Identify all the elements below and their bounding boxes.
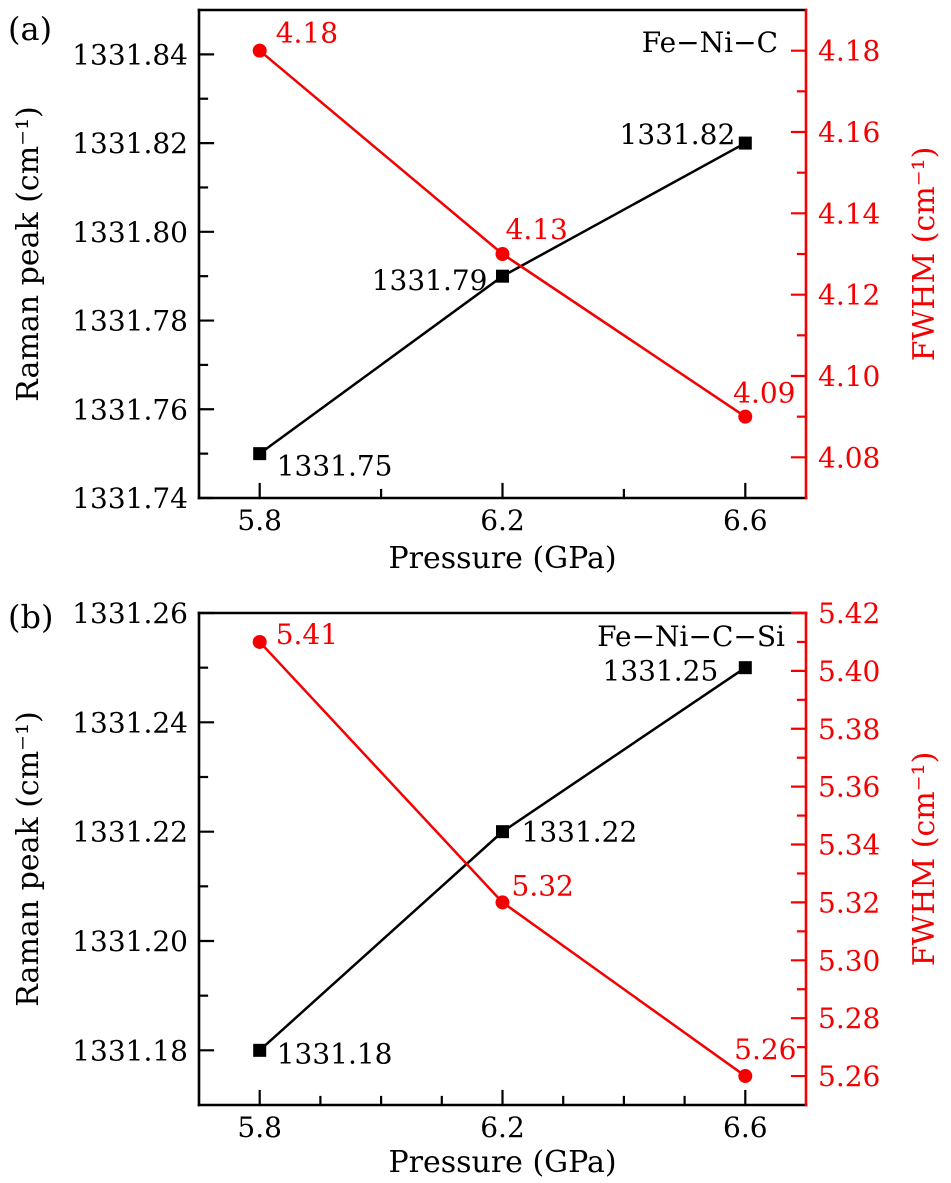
x-tick-label: 6.6 — [723, 1111, 768, 1144]
left-tick-label: 1331.84 — [72, 38, 188, 71]
point-value-label: 4.13 — [506, 213, 568, 246]
fwhm-line — [258, 641, 747, 1078]
point-value-label: 5.26 — [734, 1033, 796, 1066]
x-tick-label: 6.6 — [723, 504, 768, 537]
right-tick-label: 5.30 — [818, 944, 880, 977]
square-marker — [496, 825, 509, 839]
right-tick-label: 5.36 — [818, 771, 880, 804]
right-tick-label: 5.40 — [818, 655, 880, 688]
point-value-label: 4.09 — [733, 377, 795, 410]
right-tick-label: 5.38 — [818, 713, 880, 746]
left-tick-label: 1331.20 — [72, 925, 188, 958]
composition-label: Fe−Ni−C−Si — [597, 620, 785, 653]
point-value-label: 1331.79 — [372, 264, 488, 297]
left-tick-label: 1331.22 — [72, 816, 188, 849]
x-axis-title: Pressure (GPa) — [388, 541, 616, 576]
y-axis-right-title: FWHM (cm⁻¹) — [907, 147, 942, 362]
right-tick-label: 4.18 — [818, 35, 880, 68]
point-value-label: 1331.22 — [522, 816, 638, 849]
right-tick-label: 4.16 — [818, 116, 880, 149]
square-marker — [738, 136, 752, 150]
right-tick-label: 4.12 — [818, 279, 880, 312]
left-tick-label: 1331.24 — [72, 706, 188, 739]
point-value-label: 4.18 — [276, 17, 338, 50]
point-value-label: 1331.25 — [603, 655, 719, 688]
raman-peak-line — [258, 666, 746, 1052]
x-tick-label: 5.8 — [237, 1111, 282, 1144]
square-marker — [496, 269, 509, 283]
x-tick-label: 6.2 — [480, 1111, 525, 1144]
x-tick-label: 5.8 — [237, 504, 282, 537]
y-axis-left-title: Raman peak (cm⁻¹) — [11, 711, 46, 1006]
left-tick-label: 1331.18 — [72, 1034, 188, 1067]
fwhm-line — [258, 49, 746, 418]
point-value-label: 5.41 — [276, 618, 338, 651]
right-tick-label: 4.10 — [818, 360, 880, 393]
point-value-label: 1331.75 — [277, 450, 393, 483]
left-tick-label: 1331.78 — [72, 305, 188, 338]
chart-panel-b: 5.8 6.2 6.6 1331.18 1331.20 1331.22 1331.24 133… — [8, 597, 942, 1180]
right-tick-label: 4.08 — [818, 441, 880, 474]
point-value-label: 1331.82 — [620, 118, 736, 151]
right-tick-label: 5.26 — [818, 1060, 880, 1093]
raman-peak-line — [258, 141, 746, 455]
circle-marker — [495, 895, 510, 910]
point-value-label: 1331.18 — [277, 1037, 393, 1070]
circle-marker — [495, 247, 510, 261]
circle-marker — [738, 1069, 753, 1084]
right-tick-label: 5.28 — [818, 1002, 880, 1035]
right-tick-label: 5.32 — [818, 886, 880, 919]
left-tick-label: 1331.82 — [72, 127, 188, 160]
left-tick-label: 1331.26 — [72, 597, 188, 630]
circle-marker — [252, 43, 267, 58]
left-tick-label: 1331.74 — [72, 482, 188, 515]
right-tick-label: 5.34 — [818, 829, 880, 862]
square-marker — [253, 1043, 267, 1057]
chart-panel-a: 5.8 6.2 6.6 1331.74 1331.76 1331.78 1331.80 133… — [8, 8, 942, 576]
panel-label: (a) — [8, 10, 52, 48]
y-axis-right-title: FWHM (cm⁻¹) — [907, 752, 942, 967]
x-tick-label: 6.2 — [480, 504, 525, 537]
panel-label: (b) — [8, 598, 53, 636]
right-tick-label: 5.42 — [818, 597, 880, 630]
left-tick-label: 1331.76 — [72, 393, 188, 426]
right-tick-label: 4.14 — [818, 197, 880, 230]
square-marker — [253, 447, 267, 461]
x-axis-title: Pressure (GPa) — [388, 1145, 616, 1180]
y-axis-left-title: Raman peak (cm⁻¹) — [11, 106, 46, 401]
composition-label: Fe−Ni−C — [642, 26, 778, 59]
point-value-label: 5.32 — [512, 869, 574, 902]
square-marker — [738, 661, 752, 675]
left-tick-label: 1331.80 — [72, 216, 188, 249]
circle-marker — [252, 634, 267, 649]
circle-marker — [738, 409, 753, 424]
